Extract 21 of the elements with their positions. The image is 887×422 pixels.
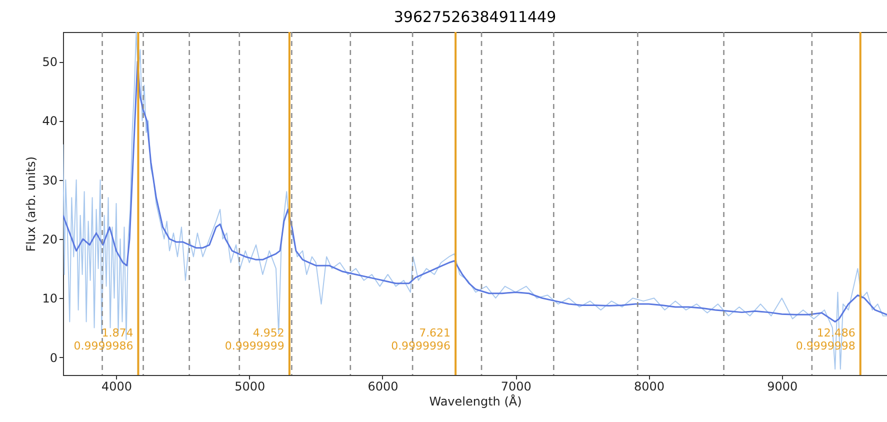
y-tick-label: 20 — [42, 232, 58, 246]
line-series — [63, 32, 887, 370]
x-tick-label: 4000 — [101, 380, 132, 394]
x-tick-label: 7000 — [500, 380, 532, 394]
y-tick-label: 10 — [42, 292, 58, 306]
x-axis-title: Wavelength (Å) — [429, 394, 522, 408]
annotation: 7.621 0.9999996 — [391, 326, 451, 353]
annotation: 4.952 0.9999999 — [224, 326, 284, 353]
y-tick-label: 40 — [42, 114, 58, 128]
x-tick-label: 5000 — [234, 380, 266, 394]
x-tick-label: 8000 — [634, 380, 664, 394]
y-tick-label: 50 — [42, 55, 58, 70]
y-tick-label: 0 — [50, 350, 58, 365]
annotation: 12.486 0.9999998 — [796, 326, 856, 353]
y-tick-label: 30 — [42, 173, 58, 188]
chart-title: 39627526384911449 — [394, 8, 556, 26]
annotation: 1.874 0.9999986 — [74, 326, 134, 353]
x-tick-label: 6000 — [368, 380, 398, 394]
x-tick-label: 9000 — [767, 380, 798, 394]
y-axis-title: Flux (arb. units) — [24, 156, 38, 252]
line-series — [63, 60, 887, 323]
